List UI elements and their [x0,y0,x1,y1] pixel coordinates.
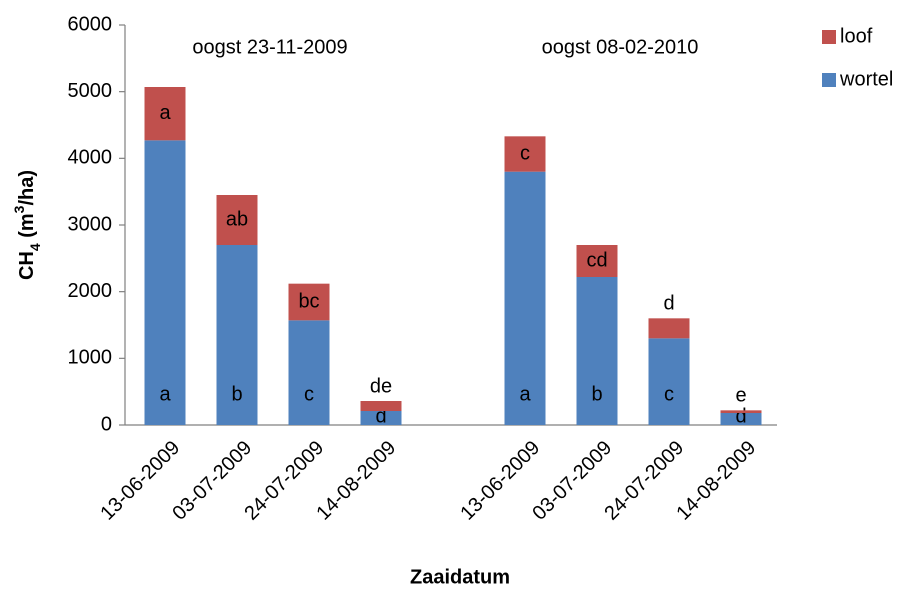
bar-segment [288,320,330,425]
y-tick-label: 3000 [68,213,113,235]
legend-swatch [822,73,836,87]
data-label: b [231,383,242,405]
legend-swatch [822,30,836,44]
data-label: d [663,293,674,315]
bar-segment [504,136,546,172]
annotation: oogst 23-11-2009 [192,36,347,58]
y-axis-label-part: /ha) [16,170,38,206]
data-label: d [375,405,386,427]
y-tick-label: 0 [101,413,112,435]
x-axis-label: Zaaidatum [410,566,510,588]
bar-segment [360,401,402,411]
y-axis-label-part: 3 [11,205,27,213]
data-label: cd [586,249,607,271]
y-tick-label: 2000 [68,280,113,302]
bar-segment [504,171,546,425]
data-label: c [304,383,314,405]
bar-segment [720,410,762,413]
data-label: b [591,383,602,405]
data-label: de [370,375,392,397]
bar-segment [720,413,762,425]
bar-segment [216,245,258,425]
bar-segment [576,277,618,425]
bar-segment [216,195,258,245]
legend-label: loof [840,25,873,47]
bar-segment [144,140,186,426]
annotation: oogst 08-02-2010 [542,36,699,58]
data-label: c [664,383,674,405]
y-axis-label-part: 4 [27,243,43,251]
data-label: a [159,383,171,405]
bar-segment [144,87,186,141]
bar-segment [576,245,618,277]
y-tick-label: 6000 [68,13,113,35]
y-tick-label: 4000 [68,147,113,169]
data-label: d [735,405,746,427]
bar-segment [648,338,690,425]
bar-segment [288,283,330,321]
bar-segment [360,411,402,425]
y-tick-label: 1000 [68,347,113,369]
y-tick-label: 5000 [68,80,113,102]
bar-segment [648,318,690,339]
data-label: a [159,102,171,124]
y-axis-label: CH4 (m3/ha) [11,170,43,280]
y-axis-label-part: CH [16,251,38,280]
data-label: c [520,142,530,164]
y-axis-label-part: (m [16,213,38,243]
data-label: bc [298,290,319,312]
data-label: ab [226,208,248,230]
data-label: e [735,385,746,407]
data-label: a [519,383,531,405]
legend-label: wortel [839,68,893,90]
